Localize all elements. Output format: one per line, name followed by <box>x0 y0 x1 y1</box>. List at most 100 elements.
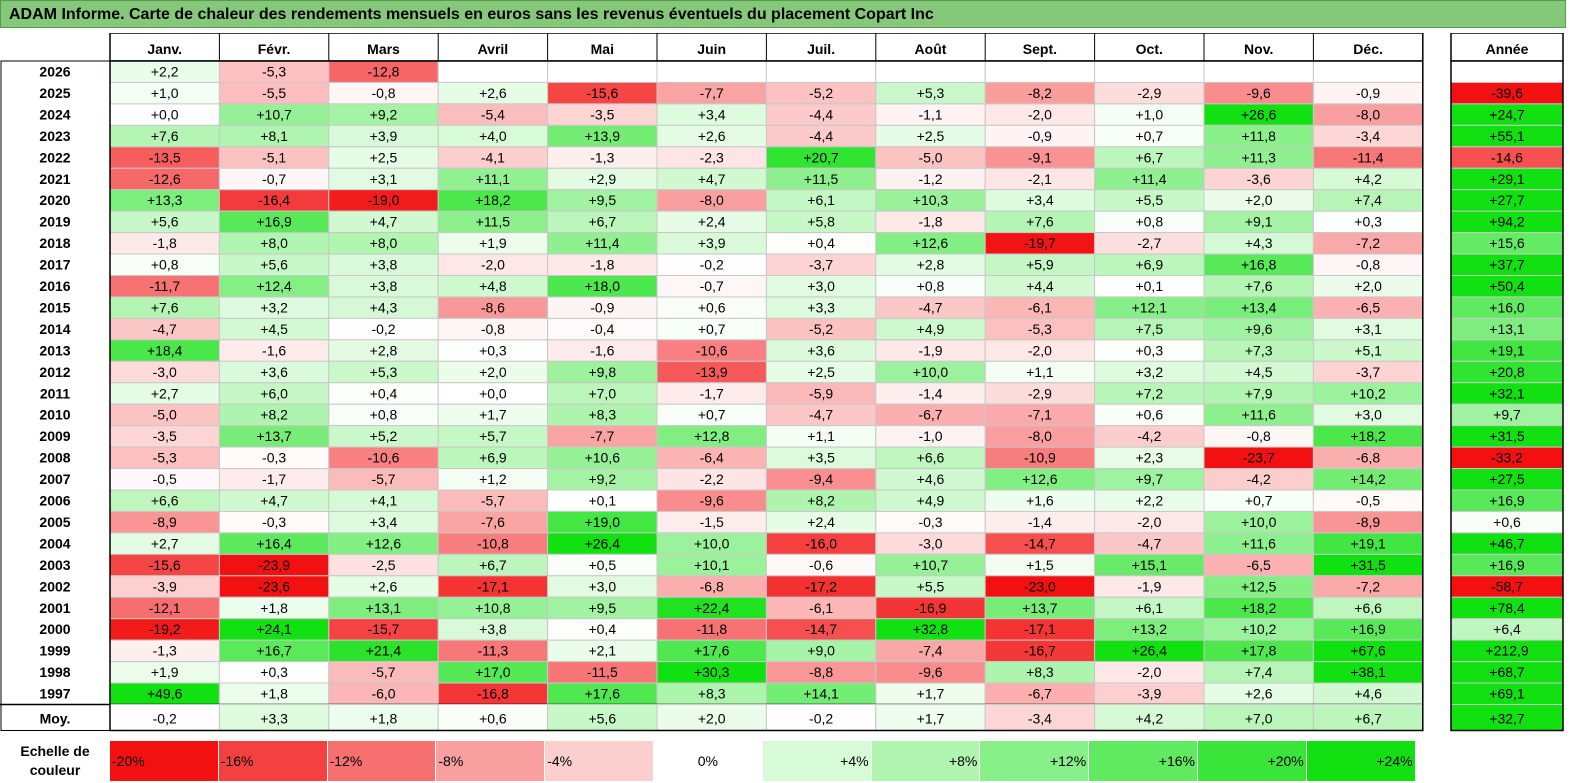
cell-value: -3,7 <box>809 257 833 273</box>
cell-value: -1,6 <box>262 342 286 358</box>
cell-value: -2,9 <box>1028 385 1052 401</box>
year-label: 2015 <box>39 299 70 315</box>
cell-value: -2,5 <box>371 557 395 573</box>
cell-value: +11,1 <box>476 171 511 187</box>
cell-value: +3,6 <box>260 364 288 380</box>
cell-value: +6,6 <box>917 450 945 466</box>
cell-value: -16,7 <box>1024 643 1056 659</box>
cell-value: +2,6 <box>1245 686 1273 702</box>
annual-header: Année <box>1486 41 1529 57</box>
cell-value: +9,2 <box>370 106 398 122</box>
cell-value: +11,4 <box>1132 171 1167 187</box>
cell-value: -2,1 <box>1028 171 1052 187</box>
cell-value: -4,2 <box>1137 428 1161 444</box>
cell-value: -15,6 <box>149 557 181 573</box>
cell-value: -4,7 <box>1137 535 1161 551</box>
cell-value: -1,3 <box>153 643 177 659</box>
cell-value: -11,7 <box>149 278 180 294</box>
cell-value: -10,9 <box>1024 450 1056 466</box>
cell-value: -1,9 <box>918 342 942 358</box>
cell-value: -10,8 <box>477 535 509 551</box>
average-cell <box>875 704 986 731</box>
cell-value: -7,2 <box>1356 578 1380 594</box>
cell-value: +16,7 <box>256 643 292 659</box>
cell-value: -5,3 <box>1028 321 1052 337</box>
year-label: 2013 <box>39 342 70 358</box>
scale-cell: +12% <box>980 741 1090 781</box>
cell-value: +19,0 <box>585 514 621 530</box>
annual-value: +19,1 <box>1489 342 1525 358</box>
cell-value: -4,7 <box>153 321 177 337</box>
cell-value: +3,6 <box>807 342 835 358</box>
cell-value: -17,1 <box>1024 621 1056 637</box>
cell-value: -2,2 <box>700 471 724 487</box>
cell-value: +4,6 <box>917 471 945 487</box>
average-cell <box>984 704 1096 731</box>
cell-value: +2,2 <box>151 64 179 80</box>
cell-value: +12,1 <box>1132 299 1168 315</box>
cell-value: +0,7 <box>698 407 726 423</box>
year-label: 2010 <box>39 407 70 423</box>
cell-value: +3,2 <box>260 299 288 315</box>
table-border <box>0 60 1424 731</box>
cell-value: +38,1 <box>1350 664 1386 680</box>
annual-heatmap: Année -39,6 +24,7 +55,1 -14,6 +29,1 +27,7 +94,2… <box>1450 33 1564 732</box>
month-header: Mars <box>367 41 400 57</box>
cell-value: +8,0 <box>370 235 398 251</box>
cell-value: -0,9 <box>1356 85 1380 101</box>
annual-value: +31,5 <box>1489 428 1525 444</box>
average-value: +1,7 <box>917 711 945 727</box>
cell-value: +2,5 <box>917 128 945 144</box>
cell-value: +1,5 <box>1026 557 1054 573</box>
cell-value: +3,8 <box>370 278 398 294</box>
cell-value: -6,1 <box>809 600 833 616</box>
cell-value: +1,7 <box>917 686 945 702</box>
cell-value: -5,7 <box>481 493 505 509</box>
cell-value: -2,3 <box>700 149 724 165</box>
cell-value: -9,4 <box>809 471 833 487</box>
cell-value: -8,9 <box>153 514 177 530</box>
cell-value: +30,3 <box>694 664 730 680</box>
cell-value: +3,9 <box>698 235 726 251</box>
cell-value: +0,3 <box>479 342 507 358</box>
cell-value: +10,1 <box>694 557 730 573</box>
cell-value: -1,8 <box>918 214 942 230</box>
cell-value: +2,0 <box>1354 278 1382 294</box>
cell-value: -8,6 <box>481 299 505 315</box>
average-cell <box>656 704 767 731</box>
cell-value: +5,9 <box>1026 257 1054 273</box>
cell-value: -2,7 <box>1137 235 1161 251</box>
average-cell <box>218 704 330 731</box>
cell-value: -12,6 <box>149 171 181 187</box>
month-header: Sept. <box>1023 41 1057 57</box>
cell-value: +12,6 <box>366 535 402 551</box>
cell-value: +2,0 <box>1245 192 1273 208</box>
cell-value: +12,8 <box>694 428 730 444</box>
year-label: 2000 <box>39 621 70 637</box>
cell-value: +5,3 <box>370 364 398 380</box>
cell-value: +13,4 <box>1241 299 1277 315</box>
cell-value: -17,2 <box>805 578 837 594</box>
cell-value: -0,2 <box>371 321 395 337</box>
year-label: 2012 <box>39 364 70 380</box>
cell-value: -1,3 <box>590 149 614 165</box>
monthly-heatmap: Janv. Févr. Mars Avril Mai Juin Juil. Août Sept.… <box>0 33 1424 732</box>
cell-value: -1,1 <box>918 106 942 122</box>
cell-value: +2,4 <box>807 514 835 530</box>
cell-value: +1,1 <box>807 428 835 444</box>
cell-value: -0,8 <box>481 321 505 337</box>
cell-value: +16,8 <box>1241 257 1277 273</box>
cell-value: +3,5 <box>807 450 835 466</box>
cell-value: +67,6 <box>1350 643 1386 659</box>
cell-value: +7,4 <box>1354 192 1382 208</box>
annual-value: +46,7 <box>1489 535 1525 551</box>
cell-value: -7,1 <box>1028 407 1052 423</box>
cell-value: +17,6 <box>585 686 621 702</box>
month-header: Févr. <box>258 41 291 57</box>
cell-value: -0,2 <box>700 257 724 273</box>
cell-value: -7,6 <box>481 514 505 530</box>
cell-value: +2,6 <box>370 578 398 594</box>
average-cell <box>1312 704 1424 731</box>
heatmap-cell <box>1094 60 1205 83</box>
cell-value: -6,8 <box>700 578 724 594</box>
